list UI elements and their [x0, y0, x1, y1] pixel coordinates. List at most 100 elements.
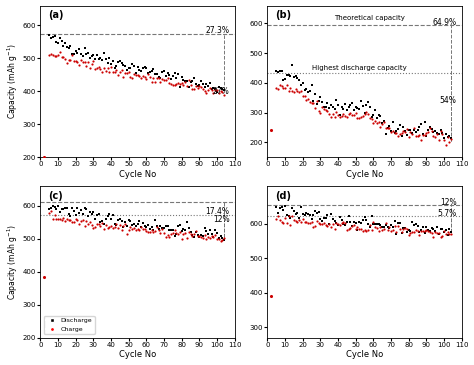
Point [290, 217, 298, 223]
Point [361, 214, 368, 220]
Point [141, 74, 148, 80]
Point [106, 224, 113, 230]
Point [88, 53, 95, 59]
Point [419, 224, 427, 230]
Point [145, 228, 152, 234]
Point [46, 52, 53, 58]
Point [297, 204, 305, 210]
Point [365, 111, 372, 117]
Point [128, 223, 136, 228]
Point [114, 218, 122, 223]
Point [201, 226, 209, 231]
Point [416, 132, 423, 138]
Point [153, 223, 161, 229]
Point [219, 237, 226, 242]
Point [423, 227, 430, 233]
Point [417, 137, 425, 143]
Point [213, 87, 221, 93]
Point [398, 133, 405, 139]
Point [118, 67, 126, 73]
Point [160, 225, 168, 231]
Point [139, 74, 146, 80]
Point [79, 53, 87, 59]
Point [102, 69, 109, 74]
Point [145, 70, 152, 76]
Point [215, 235, 223, 241]
Point [389, 224, 397, 230]
Point [350, 223, 358, 228]
Point [206, 85, 214, 91]
Point [72, 212, 80, 218]
Point [210, 85, 217, 91]
Point [366, 115, 374, 121]
Point [84, 213, 92, 219]
Point [220, 87, 228, 93]
Point [132, 223, 139, 229]
Point [431, 228, 439, 234]
Point [274, 210, 282, 216]
Point [442, 142, 450, 147]
Text: 27.3%: 27.3% [205, 26, 229, 35]
Point [93, 52, 100, 58]
Point [197, 78, 205, 84]
Point [281, 85, 289, 91]
Point [313, 98, 321, 104]
Point [95, 220, 102, 226]
Point [375, 221, 383, 227]
Point [75, 210, 83, 216]
Point [424, 228, 432, 234]
Point [58, 207, 65, 212]
Point [398, 230, 405, 236]
Point [49, 52, 56, 58]
Point [384, 125, 392, 131]
Point [73, 217, 81, 223]
Point [148, 224, 155, 230]
Point [274, 86, 282, 92]
Text: (a): (a) [48, 10, 64, 20]
Point [197, 232, 205, 238]
Point [73, 50, 81, 56]
Point [310, 224, 317, 230]
Point [292, 218, 300, 224]
Point [63, 205, 71, 211]
Point [278, 204, 285, 210]
Point [306, 99, 314, 105]
Point [111, 224, 118, 230]
Point [164, 70, 172, 76]
Point [387, 228, 395, 234]
Point [190, 231, 198, 237]
Point [201, 88, 209, 94]
Point [106, 211, 113, 217]
Point [106, 55, 113, 61]
Point [356, 106, 363, 112]
Point [437, 234, 444, 239]
Point [82, 206, 90, 212]
Point [345, 104, 353, 110]
Point [414, 223, 421, 229]
Point [104, 214, 111, 219]
Point [370, 219, 377, 225]
Point [352, 110, 359, 116]
Point [187, 82, 194, 88]
Point [365, 227, 372, 233]
Point [137, 68, 145, 74]
Point [219, 89, 226, 95]
Point [127, 224, 134, 230]
Point [290, 208, 298, 214]
Point [326, 111, 333, 116]
Point [182, 79, 189, 85]
Point [176, 229, 184, 235]
Point [102, 216, 109, 222]
Point [283, 220, 291, 226]
Point [182, 227, 189, 233]
Point [435, 137, 443, 143]
Point [359, 113, 366, 119]
Point [373, 225, 381, 231]
Point [359, 103, 366, 109]
Point [437, 127, 444, 133]
Point [365, 221, 372, 227]
Point [447, 230, 455, 235]
Point [148, 227, 155, 233]
Point [392, 231, 400, 237]
Point [199, 235, 207, 241]
